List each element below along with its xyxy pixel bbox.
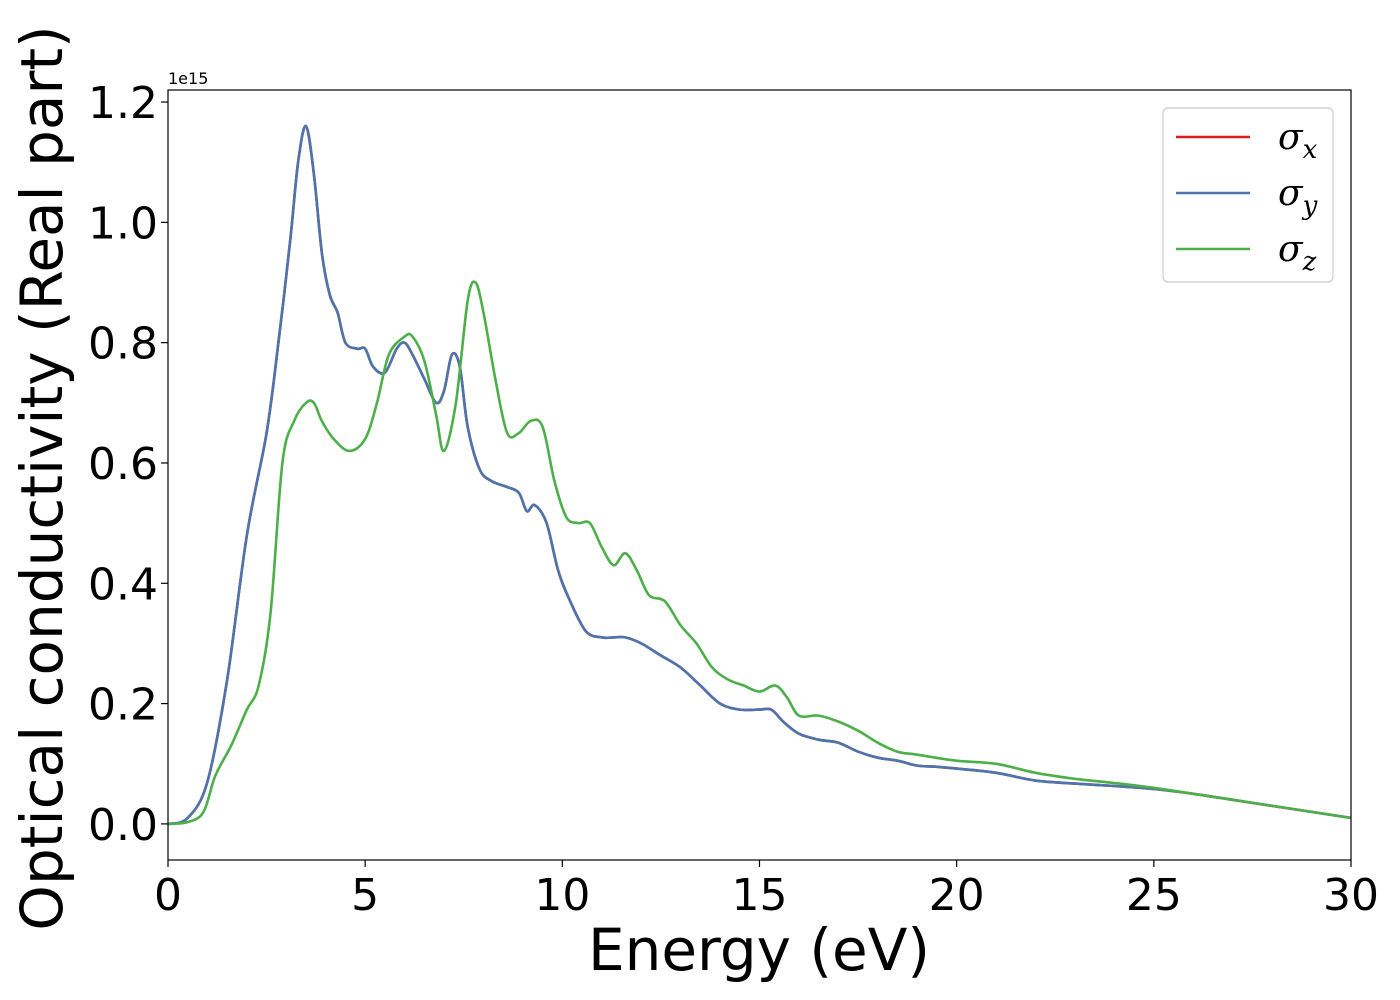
x-tick-label: 5: [351, 870, 379, 921]
x-tick-label: 15: [732, 870, 788, 921]
series-layer: [167, 124, 1352, 826]
series-line-z: [167, 280, 1352, 826]
y-tick-label: 0.4: [88, 559, 158, 610]
legend-label-symbol: σ: [1278, 117, 1304, 158]
legend-label-z: σz: [1278, 229, 1317, 277]
plot-area: [168, 90, 1351, 860]
y-axis: 0.0 0.2 0.4 0.6 0.8 1.0 1.2: [88, 78, 168, 851]
y-offset-text: 1e15: [168, 69, 208, 88]
legend-label-subscript: z: [1302, 247, 1317, 277]
series-line-y: [167, 124, 1352, 826]
y-axis-label: Optical conductivity (Real part): [8, 25, 76, 930]
y-tick-label: 0.8: [88, 319, 158, 370]
legend-box: [1162, 107, 1334, 283]
x-tick-label: 20: [929, 870, 985, 921]
legend-label-x: σx: [1278, 117, 1318, 165]
x-tick-label: 30: [1323, 870, 1379, 921]
x-axis-label: Energy (eV): [588, 916, 930, 984]
x-axis: 0 5 10 15 20 25 30: [154, 860, 1379, 921]
y-tick-label: 1.2: [88, 78, 158, 129]
y-tick-label: 0.0: [88, 800, 158, 851]
legend-label-subscript: y: [1302, 191, 1318, 221]
legend-label-y: σy: [1278, 173, 1318, 221]
y-tick-label: 0.2: [88, 680, 158, 731]
legend-label-symbol: σ: [1278, 173, 1304, 214]
x-tick-label: 10: [534, 870, 590, 921]
x-tick-label: 25: [1126, 870, 1182, 921]
legend-label-symbol: σ: [1278, 229, 1304, 270]
y-tick-label: 0.6: [88, 439, 158, 490]
y-tick-label: 1.0: [88, 198, 158, 249]
x-tick-label: 0: [154, 870, 182, 921]
legend-label-subscript: x: [1303, 135, 1318, 165]
